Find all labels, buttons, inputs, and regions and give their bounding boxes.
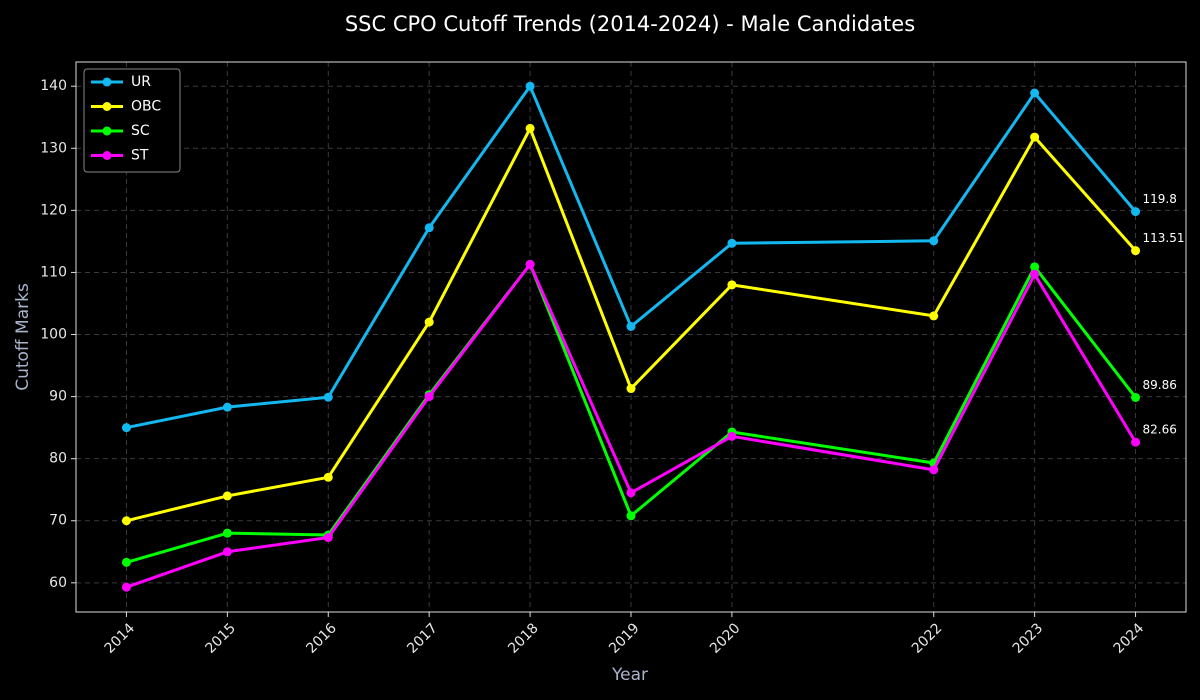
data-point — [323, 533, 333, 543]
legend-label: ST — [131, 148, 149, 164]
y-tick-label: 70 — [49, 513, 67, 529]
legend: UR OBC SC ST — [83, 68, 181, 173]
x-tick-label: 2018 — [505, 620, 542, 657]
data-point — [424, 223, 434, 233]
legend-label: SC — [131, 123, 150, 139]
legend-label: OBC — [131, 99, 161, 115]
x-tick-label: 2015 — [203, 620, 240, 657]
data-point — [525, 123, 535, 133]
legend-box — [83, 68, 181, 173]
data-point — [1131, 246, 1141, 256]
data-point — [222, 491, 232, 501]
legend-marker — [102, 126, 112, 136]
data-point — [727, 280, 737, 290]
legend-marker — [102, 77, 112, 87]
data-point — [1030, 88, 1040, 98]
x-tick-label: 2014 — [102, 620, 139, 657]
y-tick-label: 140 — [40, 78, 67, 94]
data-point — [121, 516, 131, 526]
x-tick-label: 2017 — [404, 620, 441, 657]
y-tick-label: 110 — [40, 264, 67, 280]
data-point — [727, 238, 737, 248]
value-label: 119.8 — [1143, 192, 1177, 206]
chart-title: SSC CPO Cutoff Trends (2014-2024) - Male… — [345, 12, 915, 36]
data-point — [929, 236, 939, 246]
x-tick-label: 2022 — [909, 620, 946, 657]
y-tick-label: 80 — [49, 451, 67, 467]
data-point — [929, 465, 939, 475]
plot-frame — [75, 61, 1187, 613]
y-tick-label: 90 — [49, 389, 67, 405]
legend-marker — [102, 102, 112, 111]
data-point — [323, 472, 333, 482]
data-point — [1030, 262, 1040, 272]
data-point — [323, 392, 333, 402]
data-point — [626, 511, 636, 521]
y-axis-label: Cutoff Marks — [13, 283, 33, 391]
y-tick-label: 130 — [40, 140, 67, 156]
data-point — [121, 557, 131, 567]
value-label: 89.86 — [1143, 378, 1177, 392]
data-point — [424, 317, 434, 327]
x-tick-label: 2016 — [303, 620, 340, 657]
x-tick-label: 2024 — [1111, 620, 1148, 657]
data-point — [525, 81, 535, 91]
data-point — [929, 311, 939, 321]
data-point — [424, 392, 434, 402]
data-point — [121, 423, 131, 433]
legend-label: UR — [131, 74, 151, 90]
value-label: 82.66 — [1143, 423, 1177, 437]
data-point — [1131, 392, 1141, 402]
data-point — [222, 402, 232, 412]
data-point — [626, 321, 636, 331]
value-label: 113.51 — [1143, 231, 1185, 245]
x-tick-label: 2023 — [1010, 620, 1047, 657]
data-point — [222, 528, 232, 538]
y-tick-label: 120 — [40, 202, 67, 218]
data-point — [1131, 437, 1141, 447]
series-line — [125, 262, 1137, 589]
x-tick-label: 2019 — [606, 620, 643, 657]
y-tick-label: 100 — [40, 327, 67, 343]
legend-marker — [102, 151, 112, 160]
data-point — [1030, 132, 1040, 142]
data-point — [525, 259, 535, 269]
y-tick-label: 60 — [49, 575, 67, 591]
data-point — [626, 384, 636, 394]
x-axis-label: Year — [611, 665, 648, 685]
data-point — [727, 431, 737, 441]
data-point — [1030, 269, 1040, 279]
data-point — [626, 488, 636, 498]
data-point — [1131, 207, 1141, 217]
series-line — [126, 262, 1137, 564]
data-point — [121, 582, 131, 592]
x-tick-label: 2020 — [707, 620, 744, 657]
series-line — [126, 84, 1137, 430]
data-point — [222, 547, 232, 557]
series-line — [126, 126, 1137, 523]
